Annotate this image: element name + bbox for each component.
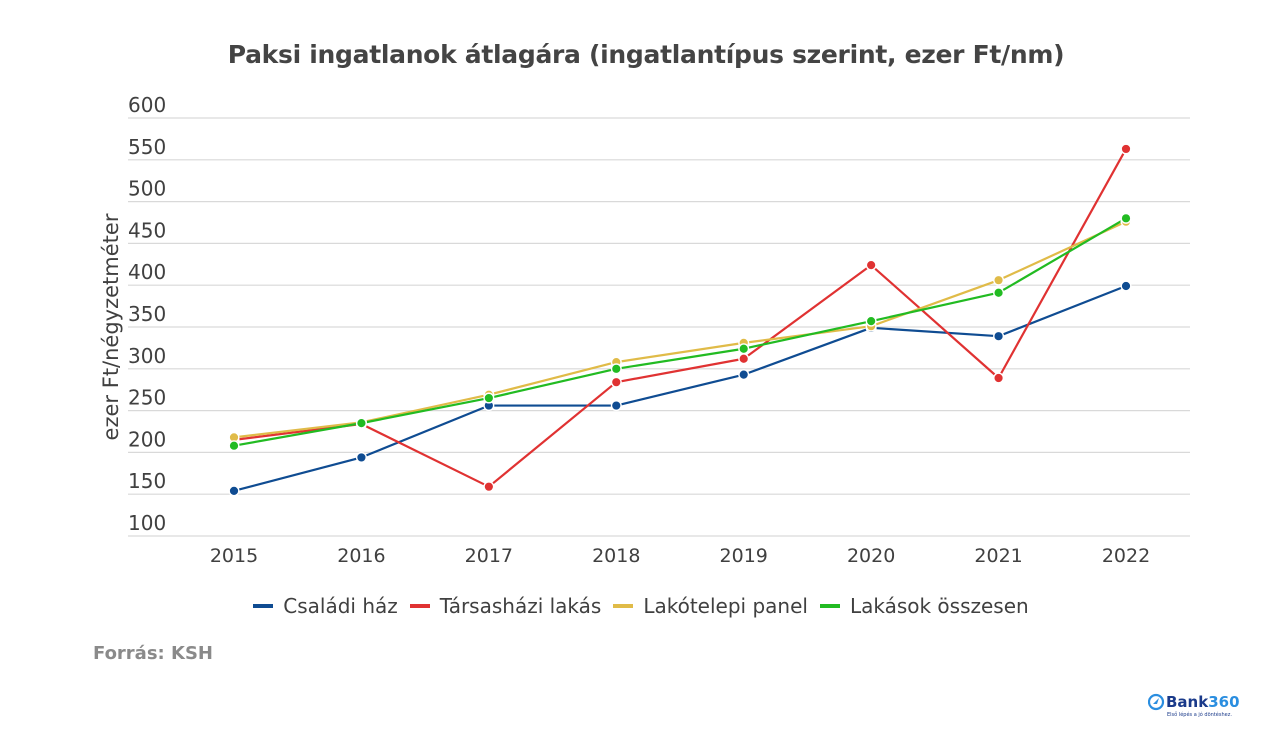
data-point	[610, 363, 622, 375]
data-point	[738, 369, 750, 381]
data-point	[1120, 143, 1132, 155]
legend-swatch	[613, 604, 634, 608]
bank360-logo: Bank360 Első lépés a jó döntéshez.	[1148, 693, 1240, 718]
y-tick-label: 200	[128, 427, 166, 451]
series-points	[228, 143, 1132, 497]
data-point	[993, 372, 1005, 384]
data-point	[610, 376, 622, 388]
x-tick-label: 2021	[974, 545, 1022, 567]
data-point	[1120, 280, 1132, 292]
legend-swatch	[819, 604, 840, 608]
y-tick-label: 450	[128, 218, 166, 242]
series-line-1	[233, 148, 1127, 488]
series-line-0	[233, 285, 1127, 492]
y-tick-label: 250	[128, 386, 166, 410]
svg-text:Bank360: Bank360	[1166, 693, 1240, 711]
legend-item: Családi ház	[253, 594, 398, 618]
logo-number: 360	[1208, 693, 1239, 711]
y-axis-ticks: 600 550 500 450 400 350 300 250 200 150 100	[128, 93, 166, 535]
legend-item: Lakások összesen	[819, 594, 1029, 618]
legend: Családi ház Társasházi lakás Lakótelepi pa…	[0, 594, 1267, 618]
legend-label: Lakótelepi panel	[643, 594, 808, 618]
x-tick-label: 2019	[720, 545, 768, 567]
legend-item: Lakótelepi panel	[613, 594, 808, 618]
series-line-2	[233, 220, 1127, 439]
data-point	[865, 315, 877, 327]
x-axis-ticks: 2015 2016 2017 2018 2019 2020 2021 2022	[210, 545, 1150, 567]
legend-item: Társasházi lakás	[409, 594, 602, 618]
legend-swatch	[409, 604, 430, 608]
data-point	[483, 481, 495, 493]
data-point	[610, 400, 622, 412]
data-point	[483, 392, 495, 404]
data-point	[993, 274, 1005, 286]
gridlines	[128, 117, 1190, 537]
legend-swatch	[253, 604, 274, 608]
data-point	[993, 330, 1005, 342]
y-tick-label: 600	[128, 93, 166, 117]
x-tick-label: 2018	[592, 545, 640, 567]
y-tick-label: 400	[128, 260, 166, 284]
series-lines	[233, 148, 1127, 492]
data-point	[738, 353, 750, 365]
legend-label: Lakások összesen	[849, 594, 1029, 618]
data-point	[738, 343, 750, 355]
data-point	[228, 440, 240, 452]
data-point	[865, 259, 877, 271]
y-tick-label: 500	[128, 177, 166, 201]
x-tick-label: 2022	[1102, 545, 1150, 567]
y-tick-label: 300	[128, 344, 166, 368]
data-point	[228, 485, 240, 497]
x-tick-label: 2020	[847, 545, 895, 567]
y-axis-label: ezer Ft/négyzetméter	[99, 213, 123, 440]
logo-tagline: Első lépés a jó döntéshez.	[1167, 711, 1232, 718]
chart-title: Paksi ingatlanok átlagára (ingatlantípus…	[227, 40, 1065, 69]
source-note: Forrás: KSH	[93, 643, 213, 664]
logo-brand: Bank	[1166, 693, 1209, 711]
y-tick-label: 350	[128, 302, 166, 326]
y-tick-label: 550	[128, 135, 166, 159]
y-tick-label: 100	[128, 511, 166, 535]
legend-label: Társasházi lakás	[439, 594, 602, 618]
legend-label: Családi ház	[283, 594, 398, 618]
data-point	[355, 451, 367, 463]
x-tick-label: 2015	[210, 545, 258, 567]
data-point	[355, 417, 367, 429]
logo-compass-icon	[1148, 693, 1165, 711]
data-point	[1120, 212, 1132, 224]
y-tick-label: 150	[128, 469, 166, 493]
x-tick-label: 2017	[465, 545, 513, 567]
data-point	[993, 287, 1005, 299]
x-tick-label: 2016	[337, 545, 385, 567]
series-line-3	[233, 217, 1127, 447]
